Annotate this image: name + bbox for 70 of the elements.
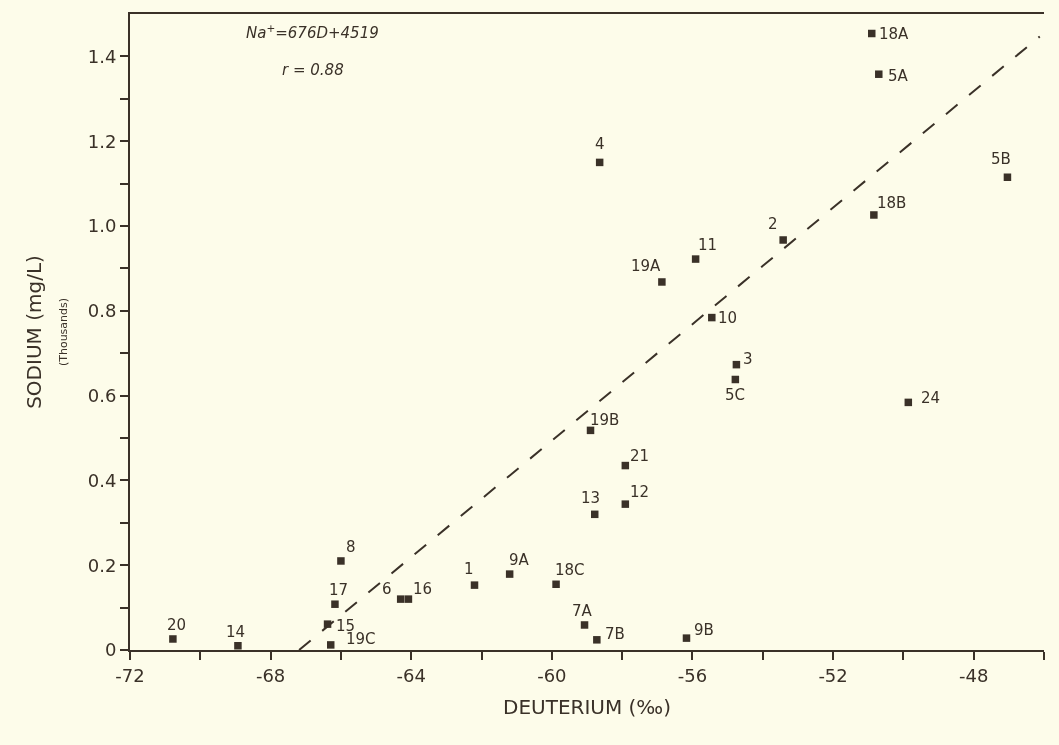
point (621, 500, 630, 508)
annotation: 5B (991, 150, 1011, 168)
annotation: 12 (630, 483, 650, 501)
point (870, 211, 878, 219)
x-tick-label: -48 (958, 664, 989, 686)
point (691, 255, 700, 263)
annotation: 2 (768, 215, 778, 233)
x-tick-label: -56 (677, 664, 708, 686)
annotation: 4 (595, 135, 605, 153)
point (404, 595, 413, 603)
annotation: 9A (509, 551, 530, 569)
point (337, 557, 345, 565)
point (326, 641, 335, 649)
y-tick-label: 0.2 (87, 554, 117, 576)
y-tick-label: 0.6 (87, 384, 117, 406)
x-tick-label: -52 (818, 664, 848, 686)
annotation: 19B (590, 411, 620, 429)
point (1003, 173, 1012, 181)
point (234, 642, 242, 650)
annotation: 3 (743, 350, 753, 368)
annotation: 5A (888, 67, 909, 85)
point (593, 636, 601, 644)
annotation: 7B (605, 625, 625, 643)
annotation: 19A (631, 257, 662, 275)
x-axis-title: DEUTERIUM (‰) (502, 694, 672, 719)
point (875, 70, 883, 78)
annotation: 8 (346, 538, 356, 556)
annotation: 5C (725, 386, 746, 404)
annotation: 1 (464, 560, 474, 578)
point (580, 621, 589, 629)
point (868, 29, 876, 38)
x-tick-label: -68 (255, 664, 286, 686)
y-axis-title: SODIUM (mg/L) (Thousands) (21, 255, 70, 409)
annotation: 18B (877, 194, 907, 212)
point (708, 313, 716, 322)
annotation: 11 (698, 236, 718, 254)
point (169, 635, 177, 643)
annotation: 7A (572, 602, 593, 620)
point (658, 278, 666, 286)
annotation: 14 (226, 623, 246, 641)
annotation: 21 (630, 447, 650, 465)
annotation: Na$^{+}$=676D+4519 (246, 22, 379, 43)
point (505, 570, 514, 578)
point (331, 600, 339, 608)
y-tick-label: 1.4 (87, 45, 117, 67)
y-tick-label: 1.0 (87, 215, 117, 237)
y-tick-label: 1.2 (87, 130, 117, 152)
annotation: 18C (555, 561, 585, 579)
point (552, 580, 560, 589)
annotation: 16 (413, 580, 433, 598)
annotation: 24 (921, 389, 941, 407)
annotation: 13 (581, 489, 601, 507)
point (396, 595, 405, 603)
annotation: 20 (167, 616, 187, 634)
annotation: 19C (346, 630, 376, 648)
x-tick-label: -64 (396, 664, 426, 686)
annotation: 17 (329, 581, 349, 599)
annotation: 6 (382, 580, 392, 598)
x-tick-label: -72 (115, 664, 145, 686)
annotation: 10 (718, 309, 738, 327)
y-tick-label: 0.4 (87, 469, 117, 491)
y-tick-label: 0.8 (87, 300, 117, 322)
point (470, 581, 479, 589)
annotation: r = 0.88 (282, 61, 344, 79)
point (779, 236, 787, 244)
y-tick-label: 0 (104, 639, 117, 661)
x-tick-label: -60 (537, 664, 567, 686)
point (682, 634, 691, 642)
annotation: 18A (879, 25, 910, 43)
annotation: 9B (694, 621, 714, 639)
